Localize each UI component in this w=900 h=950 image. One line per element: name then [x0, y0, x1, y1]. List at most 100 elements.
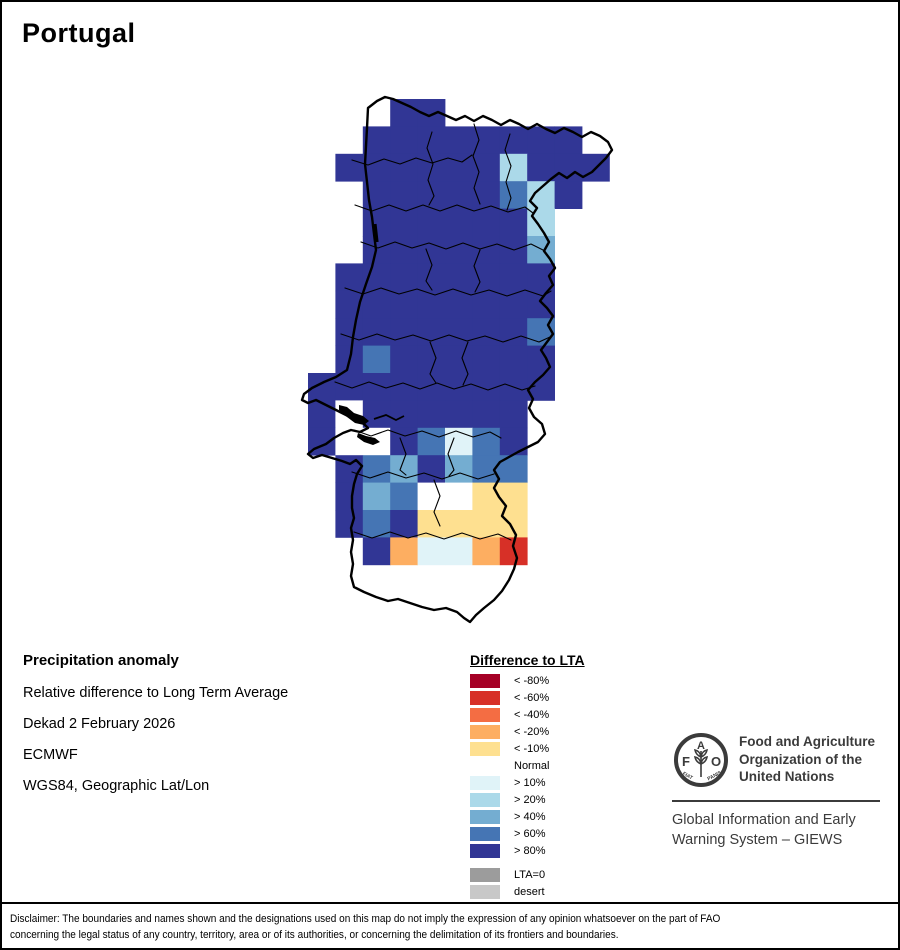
raster-cell — [445, 482, 473, 511]
fao-org-line: Organization of the — [739, 751, 862, 767]
legend-swatch — [470, 690, 500, 705]
raster-cell — [390, 181, 418, 209]
raster-cell — [362, 455, 391, 483]
raster-cell — [499, 208, 528, 237]
raster-cell — [472, 126, 501, 155]
legend-row: < -10% — [470, 740, 585, 757]
legend-swatch — [470, 792, 500, 807]
raster-cell — [335, 153, 364, 182]
raster-cell — [499, 427, 528, 456]
legend-row: > 80% — [470, 842, 585, 859]
raster-cell — [472, 345, 501, 374]
legend-row: desert — [470, 883, 585, 900]
raster-cell — [417, 290, 446, 319]
raster-cell — [417, 181, 446, 209]
legend-swatch — [470, 809, 500, 824]
info-line-projection: WGS84, Geographic Lat/Lon — [23, 778, 210, 794]
legend-row: LTA=0 — [470, 866, 585, 883]
raster-cell — [362, 373, 391, 401]
raster-cell — [390, 263, 418, 292]
legend-label: > 10% — [514, 776, 546, 789]
disclaimer-line: Disclaimer: The boundaries and names sho… — [10, 913, 721, 925]
info-heading: Precipitation anomaly — [23, 652, 179, 669]
raster-cell — [472, 400, 501, 429]
raster-cell — [499, 126, 528, 155]
raster-cell — [499, 181, 528, 209]
raster-cell — [390, 126, 418, 155]
fao-logo-letter-a: A — [697, 740, 705, 752]
raster-cell — [472, 208, 501, 237]
fao-org-name: Food and Agriculture Organization of the… — [739, 731, 875, 786]
raster-cell — [417, 373, 446, 401]
raster-cell — [390, 290, 418, 319]
raster-cell — [308, 400, 336, 429]
raster-cell — [390, 345, 418, 374]
raster-cell — [472, 153, 501, 182]
raster-cell — [362, 345, 391, 374]
raster-cell — [390, 318, 418, 346]
raster-cell — [390, 208, 418, 237]
legend-label: > 60% — [514, 827, 546, 840]
giews-line: Warning System – GIEWS — [672, 831, 843, 848]
raster-cell — [445, 290, 473, 319]
district-boundaries — [334, 123, 552, 541]
legend-title: Difference to LTA — [470, 652, 585, 668]
raster-cell — [390, 482, 418, 511]
legend-row: > 10% — [470, 774, 585, 791]
info-line-method: Relative difference to Long Term Average — [23, 685, 289, 701]
legend-label: LTA=0 — [514, 868, 546, 881]
wheat-icon — [693, 748, 709, 777]
fao-logo-letter-o: O — [711, 754, 721, 769]
raster-cell — [445, 455, 473, 483]
legend-label: > 80% — [514, 844, 546, 857]
raster-cell — [417, 400, 446, 429]
raster-cell — [445, 208, 473, 237]
legend-label: < -80% — [514, 674, 550, 687]
legend-label: > 20% — [514, 793, 546, 806]
raster-cell — [362, 290, 391, 319]
legend-row: < -40% — [470, 706, 585, 723]
raster-cell — [445, 400, 473, 429]
raster-cell — [445, 510, 473, 538]
raster-cell — [335, 263, 364, 292]
raster-cell — [472, 263, 501, 292]
raster-cell — [445, 236, 473, 264]
legend-swatch — [470, 867, 500, 882]
raster-cell — [390, 400, 418, 429]
fao-org-line: Food and Agriculture — [739, 734, 875, 749]
raster-cell — [335, 482, 364, 511]
raster-cell — [417, 318, 446, 346]
raster-cell — [362, 537, 391, 566]
legend-swatch — [470, 884, 500, 899]
raster-cell — [527, 153, 555, 182]
raster-cell — [499, 400, 528, 429]
raster-cell — [499, 263, 528, 292]
raster-cells — [308, 99, 610, 566]
legend-swatch — [470, 843, 500, 858]
raster-cell — [472, 427, 501, 456]
legend-swatch — [470, 775, 500, 790]
raster-cell — [417, 482, 446, 511]
disclaimer-box: Disclaimer: The boundaries and names sho… — [2, 902, 898, 948]
fao-logo: A F O FIAT PANIS — [674, 733, 728, 787]
raster-cell — [362, 263, 391, 292]
legend-rows: < -80% < -60% < -40% < -20% < -10% Normal > 10… — [470, 672, 585, 859]
raster-cell — [527, 181, 555, 209]
raster-cell — [417, 427, 446, 456]
portugal-precipitation-map — [300, 95, 614, 624]
raster-cell — [445, 537, 473, 566]
raster-cell — [445, 345, 473, 374]
raster-cell — [472, 318, 501, 346]
fao-org-line: United Nations — [739, 769, 835, 784]
raster-cell — [362, 318, 391, 346]
raster-cell — [472, 537, 501, 566]
raster-cell — [417, 510, 446, 538]
legend-row: > 20% — [470, 791, 585, 808]
legend-row: Normal — [470, 757, 585, 774]
info-line-source: ECMWF — [23, 747, 78, 763]
fao-block: A F O FIAT PANIS Food and Agriculture Or… — [672, 731, 882, 850]
legend-row: < -20% — [470, 723, 585, 740]
giews-line: Global Information and Early — [672, 812, 856, 828]
fao-divider — [672, 800, 880, 802]
legend-label: desert — [514, 885, 545, 898]
